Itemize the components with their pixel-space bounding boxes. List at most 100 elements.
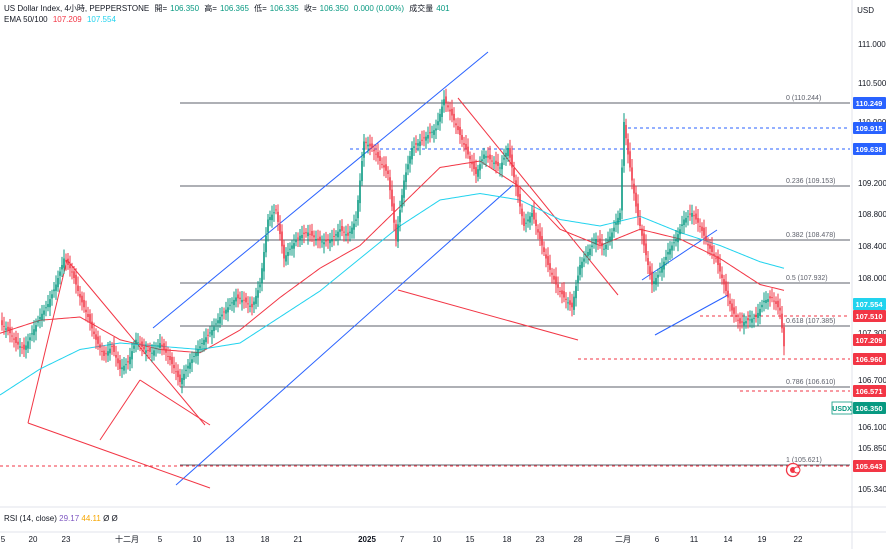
- time-tick-label: 15: [466, 535, 475, 544]
- time-tick-label: 14: [724, 535, 733, 544]
- candle-body: [597, 240, 599, 242]
- candle-body: [31, 333, 33, 335]
- candle-body: [235, 297, 237, 302]
- price-tag-label: 107.510: [855, 312, 882, 321]
- candle-body: [529, 216, 531, 223]
- candle-body: [473, 161, 475, 170]
- candle-body: [719, 263, 721, 272]
- price-tag-label: 110.249: [856, 99, 883, 108]
- rsi-legend[interactable]: RSI (14, close) 29.17 44.11 Ø Ø: [4, 514, 118, 523]
- candle-body: [233, 299, 235, 306]
- candle-body: [481, 159, 483, 162]
- time-axis[interactable]: 5 20 23 十二月 5 10 13 18 21 2025 7 10 15 18 23 28 二月 6 11 14 1…: [1, 534, 803, 544]
- candle-body: [595, 239, 597, 245]
- candle-body: [11, 335, 13, 337]
- event-marker-icon[interactable]: [785, 462, 801, 478]
- candle-body: [645, 243, 647, 256]
- candle-body: [163, 343, 165, 350]
- symbol-title[interactable]: US Dollar Index, 4小時, PEPPERSTONE: [4, 4, 150, 13]
- candle-body: [301, 234, 303, 239]
- candle-body: [137, 342, 139, 344]
- currency-label[interactable]: USD: [857, 6, 874, 15]
- candle-body: [629, 151, 631, 168]
- candle-body: [527, 219, 529, 222]
- time-tick-label: 19: [758, 535, 767, 544]
- candle-body: [593, 242, 595, 244]
- price-tag-box: [853, 143, 886, 155]
- price-tag-box: [853, 310, 886, 322]
- candle-body: [43, 310, 45, 315]
- candle-body: [609, 236, 611, 242]
- candle-body: [121, 367, 123, 370]
- candle-body: [467, 146, 469, 155]
- candle-body: [169, 356, 171, 361]
- candle-body: [663, 261, 665, 270]
- candle-body: [429, 132, 431, 134]
- candle-body: [245, 297, 247, 303]
- candle-body: [635, 192, 637, 207]
- candle-body: [377, 152, 379, 158]
- candle-body: [599, 238, 601, 244]
- candle-body: [41, 313, 43, 320]
- candle-body: [641, 228, 643, 236]
- candle-body: [237, 294, 239, 299]
- symbol-tag-box: [831, 401, 853, 415]
- candle-body: [141, 341, 143, 348]
- candle-body: [183, 373, 185, 380]
- candle-body: [161, 344, 163, 347]
- candle-body: [309, 233, 311, 235]
- time-tick-label: 10: [433, 535, 442, 544]
- time-tick-label: 23: [536, 535, 545, 544]
- candle-body: [763, 300, 765, 303]
- close-value: 106.350: [319, 4, 349, 13]
- candle-body: [201, 343, 203, 344]
- candle-body: [693, 215, 695, 217]
- price-tick-label: 105.850: [858, 444, 886, 453]
- candle-body: [397, 224, 399, 242]
- low-value: 106.335: [269, 4, 299, 13]
- candle-body: [357, 200, 359, 219]
- candle-body: [565, 298, 567, 300]
- price-tags: 110.249 109.915 109.638 107.554 107.510 107.2…: [831, 97, 886, 472]
- candle-body: [399, 209, 401, 223]
- candle-body: [45, 307, 47, 309]
- candle-body: [391, 189, 393, 207]
- ema50-value: 107.209: [52, 15, 82, 24]
- candle-body: [65, 259, 67, 262]
- candle-body: [581, 261, 583, 269]
- candle-body: [487, 155, 489, 158]
- candle-body: [751, 318, 753, 323]
- price-tick-label: 108.400: [858, 242, 886, 251]
- candle-body: [291, 245, 293, 249]
- candle-body: [139, 343, 141, 345]
- time-tick-label: 十二月: [115, 534, 139, 544]
- fibonacci-levels[interactable]: 0 (110.244) 0.236 (109.153) 0.382 (108.478…: [180, 95, 850, 466]
- ema-label: EMA 50/100: [4, 15, 48, 24]
- candle-body: [97, 336, 99, 344]
- candle-body: [7, 326, 9, 330]
- candle-body: [711, 245, 713, 252]
- candle-body: [579, 265, 581, 275]
- candle-body: [175, 371, 177, 373]
- candle-body: [517, 185, 519, 197]
- candle-body: [649, 266, 651, 275]
- candle-body: [79, 293, 81, 298]
- candle-body: [605, 244, 607, 250]
- price-tick-label: 108.000: [858, 274, 886, 283]
- candle-body: [155, 347, 157, 349]
- candle-body: [603, 248, 605, 250]
- ema-legend[interactable]: EMA 50/100 107.209 107.554: [4, 15, 119, 24]
- candle-body: [379, 155, 381, 161]
- candle-body: [63, 258, 65, 268]
- rsi-value: 29.17: [59, 514, 80, 523]
- candle-body: [729, 300, 731, 304]
- candle-body: [207, 334, 209, 336]
- candle-body: [469, 156, 471, 160]
- candle-body: [383, 165, 385, 168]
- price-tick-label: 108.800: [858, 210, 886, 219]
- candle-body: [353, 223, 355, 230]
- candle-body: [697, 218, 699, 223]
- candle-body: [557, 284, 559, 288]
